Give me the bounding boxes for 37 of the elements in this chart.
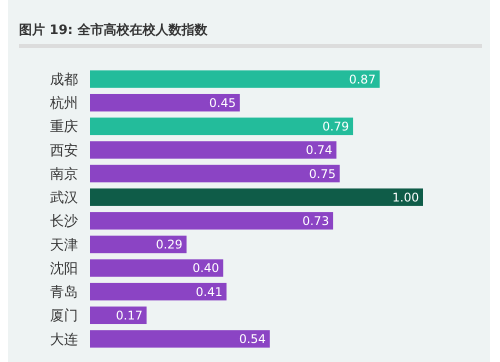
bar	[90, 94, 240, 112]
bar	[90, 118, 354, 136]
data-label: 0.54	[239, 332, 266, 346]
y-tick-label: 成都	[50, 72, 78, 88]
data-label: 0.74	[306, 143, 332, 158]
y-tick-label: 南京	[50, 166, 78, 182]
data-label: 0.75	[309, 166, 336, 181]
bar	[90, 141, 336, 159]
data-label: 1.00	[392, 190, 419, 204]
y-tick-label: 大连	[50, 332, 78, 348]
bar	[90, 188, 423, 206]
data-label: 0.87	[348, 72, 376, 86]
y-tick-label: 青岛	[50, 284, 78, 301]
y-tick-label: 杭州	[49, 96, 78, 112]
bar	[90, 306, 147, 324]
bar	[90, 212, 334, 230]
y-tick-label: 武汉	[50, 190, 78, 206]
y-tick-label: 重庆	[50, 119, 78, 136]
data-label: 0.45	[209, 96, 236, 110]
y-tick-label: 厦门	[50, 308, 78, 324]
data-label: 0.41	[196, 284, 223, 299]
chart-title: 图片 19: 全市高校在校人数指数	[19, 22, 208, 38]
data-label: 0.40	[192, 261, 220, 276]
bar	[90, 70, 380, 88]
data-label: 0.17	[116, 308, 143, 322]
bar	[90, 236, 187, 254]
bar	[90, 259, 224, 277]
y-tick-label: 西安	[50, 142, 78, 159]
bar	[90, 282, 227, 300]
y-tick-label: 天津	[50, 237, 78, 254]
bar	[90, 164, 340, 182]
bar	[90, 330, 270, 348]
data-label: 0.79	[322, 120, 350, 134]
data-label: 0.73	[302, 214, 330, 228]
data-label: 0.29	[156, 238, 183, 252]
y-tick-label: 长沙	[50, 214, 78, 230]
y-tick-label: 沈阳	[50, 260, 78, 277]
